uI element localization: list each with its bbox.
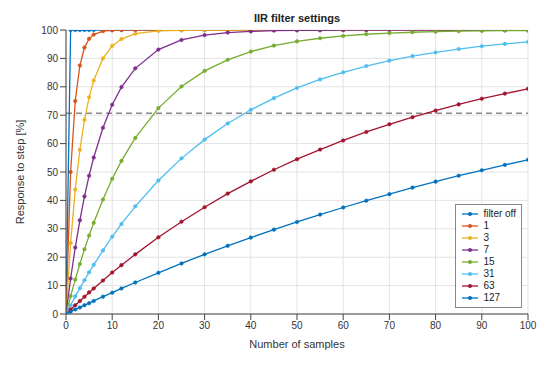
svg-text:0: 0 <box>52 309 58 320</box>
svg-text:90: 90 <box>476 320 488 331</box>
svg-text:70: 70 <box>384 320 396 331</box>
html-text:15: 15 <box>483 256 495 267</box>
svg-text:100: 100 <box>520 320 537 331</box>
svg-text:60: 60 <box>338 320 350 331</box>
html-text:1: 1 <box>483 220 489 231</box>
svg-text:80: 80 <box>47 81 59 92</box>
svg-text:20: 20 <box>153 320 165 331</box>
svg-text:10: 10 <box>47 280 59 291</box>
svg-text:30: 30 <box>199 320 211 331</box>
svg-text:30: 30 <box>47 223 59 234</box>
svg-text:20: 20 <box>47 252 59 263</box>
svg-text:60: 60 <box>47 138 59 149</box>
html-text:31: 31 <box>483 268 495 279</box>
svg-text:40: 40 <box>47 195 59 206</box>
svg-text:100: 100 <box>41 25 58 36</box>
svg-text:70: 70 <box>47 110 59 121</box>
html-text:3: 3 <box>483 232 489 243</box>
svg-text:10: 10 <box>107 320 119 331</box>
svg-text:Number of samples: Number of samples <box>249 338 345 350</box>
html-text:63: 63 <box>483 280 495 291</box>
svg-text:Response to step [%]: Response to step [%] <box>14 120 26 225</box>
svg-text:90: 90 <box>47 53 59 64</box>
svg-text:40: 40 <box>245 320 257 331</box>
html-text:filter off: filter off <box>483 208 516 219</box>
html-text:7: 7 <box>483 244 489 255</box>
svg-text:0: 0 <box>63 320 69 331</box>
html-text:127: 127 <box>483 292 501 303</box>
svg-text:50: 50 <box>47 167 59 178</box>
html-text:IIR filter settings: IIR filter settings <box>253 12 341 24</box>
svg-text:50: 50 <box>291 320 303 331</box>
svg-text:80: 80 <box>430 320 442 331</box>
